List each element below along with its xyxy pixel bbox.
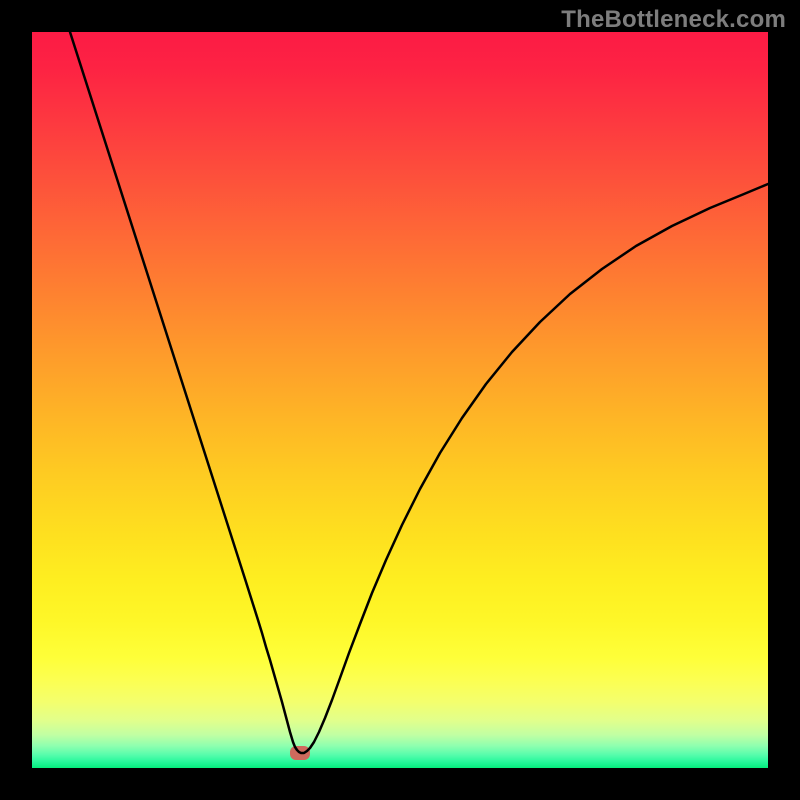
chart-container: TheBottleneck.com [0,0,800,800]
bottleneck-chart [0,0,800,800]
watermark-text: TheBottleneck.com [561,6,786,34]
plot-background [32,32,768,768]
